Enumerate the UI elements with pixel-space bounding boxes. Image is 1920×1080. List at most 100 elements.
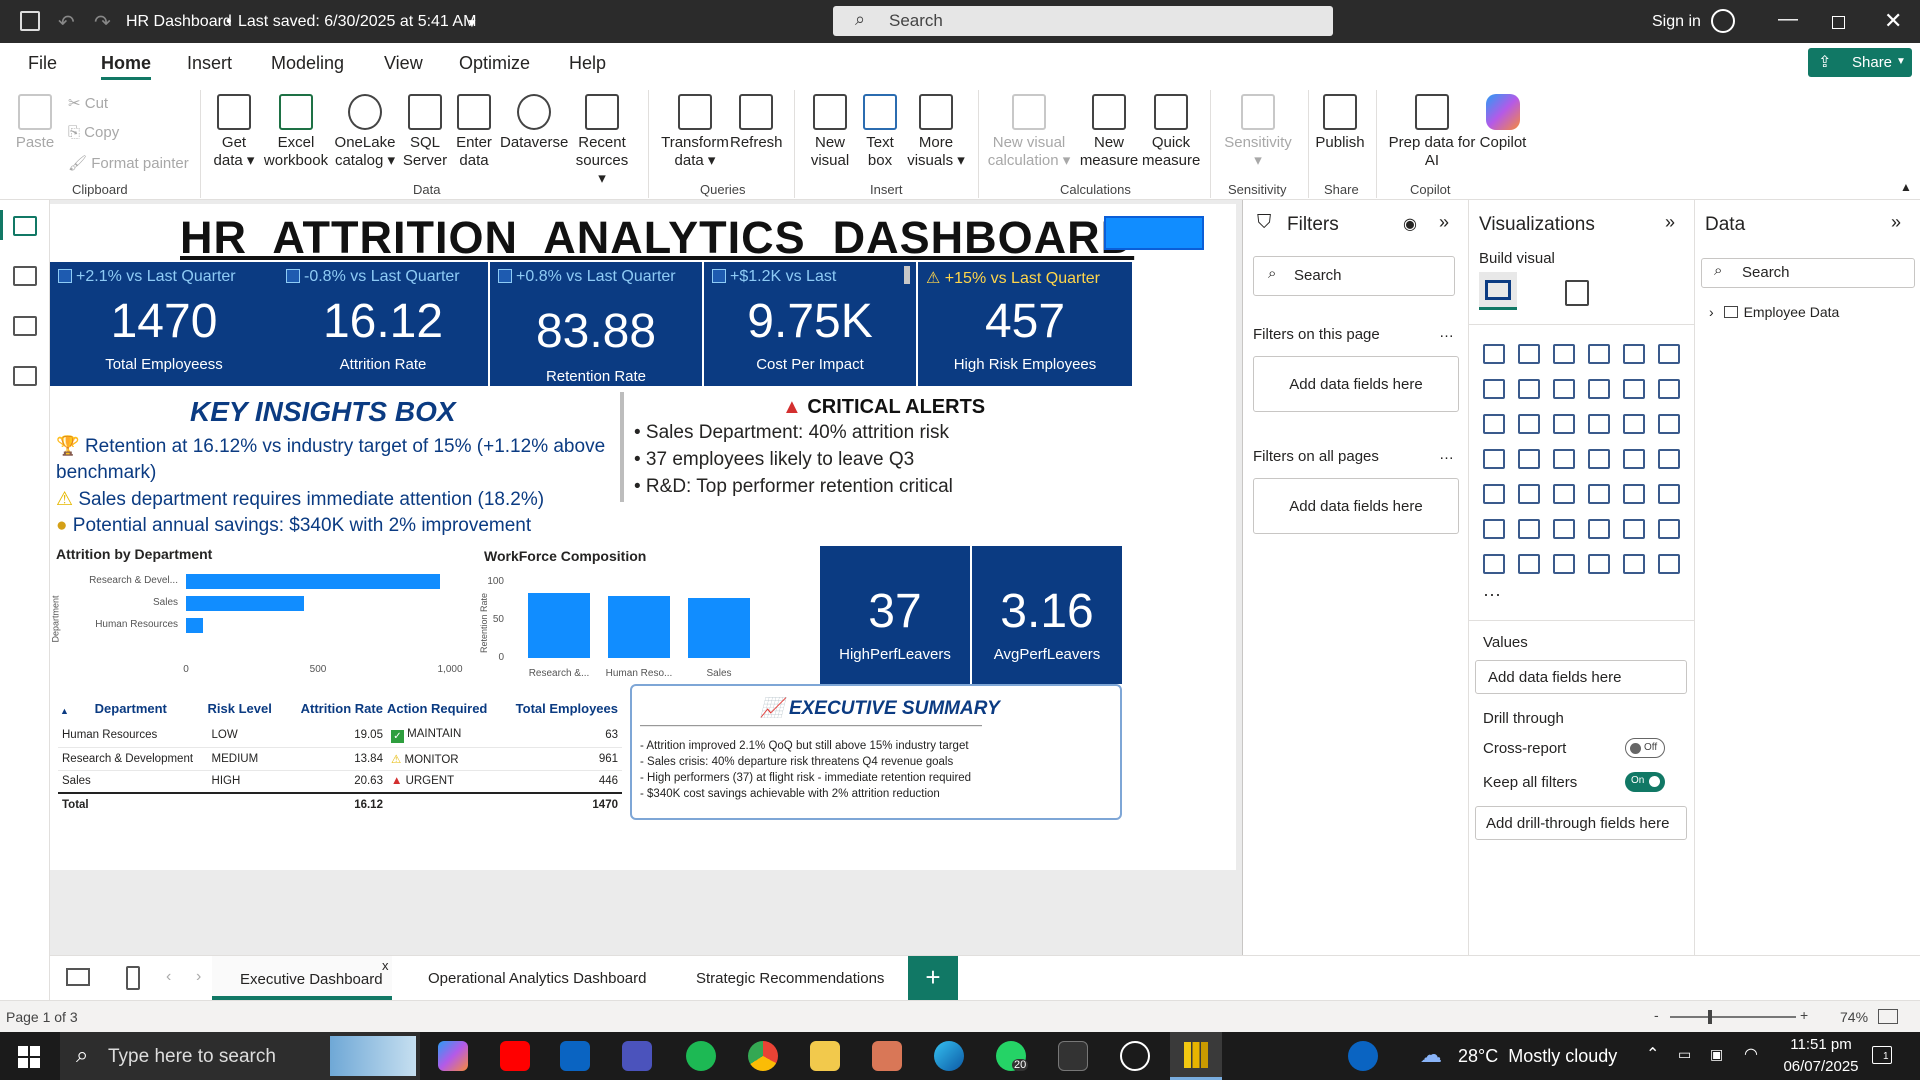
spotify-icon[interactable]: [686, 1041, 716, 1071]
card-visual-icon[interactable]: [1658, 449, 1680, 469]
zoom-in-icon[interactable]: +: [1800, 1007, 1809, 1023]
zoom-handle[interactable]: [1708, 1010, 1712, 1024]
clustered-bar-visual-icon[interactable]: [1553, 344, 1575, 364]
close-icon[interactable]: ✕: [1884, 8, 1903, 33]
area-visual-icon[interactable]: [1518, 379, 1540, 399]
donut-visual-icon[interactable]: [1658, 414, 1680, 434]
table-view-icon[interactable]: [13, 266, 37, 286]
slicer-visual-icon[interactable]: [1553, 484, 1575, 504]
close-icon[interactable]: x: [382, 958, 389, 973]
copy-button[interactable]: ⎘ Copy: [68, 124, 120, 141]
qa-visual-icon[interactable]: [1588, 519, 1610, 539]
battery-icon[interactable]: ▭: [1678, 1046, 1692, 1062]
more-visuals-button[interactable]: More visuals ▾: [904, 94, 968, 170]
table-visual-icon[interactable]: [1588, 484, 1610, 504]
scatter-visual-icon[interactable]: [1588, 414, 1610, 434]
text-box-button[interactable]: Text box: [858, 94, 902, 170]
tab-strategic-recommendations[interactable]: Strategic Recommendations: [696, 970, 885, 987]
new-visual-button[interactable]: New visual: [804, 94, 856, 170]
zoom-slider[interactable]: [1670, 1010, 1796, 1024]
cross-report-toggle[interactable]: Off: [1625, 738, 1665, 758]
collapse-pane-icon[interactable]: »: [1665, 212, 1676, 232]
kpi-attrition-rate[interactable]: -0.8% vs Last Quarter 16.12 Attrition Ra…: [278, 262, 488, 386]
filters-page-dropzone[interactable]: Add data fields here: [1253, 356, 1459, 412]
maximize-icon[interactable]: [1832, 16, 1845, 29]
notification-icon[interactable]: 1: [1872, 1046, 1892, 1064]
menu-home[interactable]: Home: [101, 53, 152, 80]
decomposition-visual-icon[interactable]: [1553, 519, 1575, 539]
line-column-visual-icon[interactable]: [1658, 379, 1680, 399]
smart-narrative-visual-icon[interactable]: [1623, 519, 1645, 539]
more-options-icon[interactable]: …: [1439, 324, 1454, 341]
undo-icon[interactable]: ↶: [58, 12, 75, 34]
format-painter-button[interactable]: 🖌 Format painter: [68, 155, 189, 172]
filled-map-visual-icon[interactable]: [1553, 449, 1575, 469]
kpi-cost-per-impact[interactable]: +$1.2K vs Last 9.75K Cost Per Impact: [704, 262, 916, 386]
youtube-icon[interactable]: [500, 1041, 530, 1071]
multi-row-card-visual-icon[interactable]: [1483, 484, 1505, 504]
gauge-visual-icon[interactable]: [1623, 449, 1645, 469]
cut-button[interactable]: ✂ Cut: [68, 95, 109, 112]
r-visual-visual-icon[interactable]: [1658, 484, 1680, 504]
windows-start-icon[interactable]: [18, 1046, 40, 1068]
pie-visual-icon[interactable]: [1623, 414, 1645, 434]
taskbar-search[interactable]: ⌕ Type here to search: [60, 1032, 420, 1080]
kpi-high-risk-employees[interactable]: ⚠ +15% vs Last Quarter 457 High Risk Emp…: [918, 262, 1132, 386]
mobile-layout-icon[interactable]: [126, 966, 140, 990]
filter-search-input[interactable]: ⌕ Search: [1253, 256, 1455, 296]
model-view-icon[interactable]: [13, 316, 37, 336]
save-icon[interactable]: [20, 11, 40, 31]
clock-time[interactable]: 11:51 pm: [1790, 1036, 1852, 1053]
last-saved[interactable]: Last saved: 6/30/2025 at 5:41 AM: [238, 13, 477, 30]
chevron-down-icon[interactable]: ▼: [466, 16, 478, 30]
collapse-pane-icon[interactable]: »: [1439, 212, 1450, 232]
table-row[interactable]: Human Resources LOW 19.05 ✓ MAINTAIN 63: [58, 724, 622, 748]
wifi-icon[interactable]: ◠: [1744, 1046, 1758, 1063]
data-table-item[interactable]: › Employee Data: [1709, 304, 1839, 320]
sort-ascending-icon[interactable]: ▲: [60, 706, 69, 716]
build-visual-tab-icon[interactable]: [1479, 272, 1517, 310]
collapse-pane-icon[interactable]: »: [1891, 212, 1902, 232]
menu-modeling[interactable]: Modeling: [271, 53, 345, 73]
dataverse-button[interactable]: Dataverse: [500, 94, 568, 152]
clock-date[interactable]: 06/07/2025: [1783, 1058, 1859, 1075]
redo-icon[interactable]: ↷: [94, 12, 111, 34]
new-visual-calculation-button[interactable]: New visual calculation ▾: [986, 94, 1072, 170]
sign-in-link[interactable]: Sign in: [1652, 13, 1701, 30]
kpi-retention-rate[interactable]: +0.8% vs Last Quarter 83.88 Retention Ra…: [490, 262, 702, 386]
report-view-icon[interactable]: [13, 216, 37, 236]
file-explorer-icon[interactable]: [810, 1041, 840, 1071]
refresh-button[interactable]: Refresh: [730, 94, 783, 152]
minimize-icon[interactable]: —: [1778, 8, 1798, 30]
camera-icon[interactable]: ▣: [1710, 1046, 1724, 1062]
add-page-button[interactable]: +: [908, 956, 958, 1000]
more-visuals-icon[interactable]: ···: [1483, 584, 1501, 604]
tab-executive-dashboard[interactable]: Executive Dashboard x: [212, 956, 392, 1000]
eye-icon[interactable]: ◉: [1403, 216, 1417, 233]
new-measure-button[interactable]: New measure: [1076, 94, 1142, 170]
whatsapp-icon[interactable]: 20: [996, 1041, 1029, 1071]
chrome-icon[interactable]: [748, 1041, 778, 1071]
copilot-button[interactable]: Copilot: [1474, 94, 1532, 152]
avg-perf-leavers-card[interactable]: 3.16 AvgPerfLeavers: [972, 546, 1122, 684]
col-header[interactable]: Department: [94, 700, 167, 716]
publish-button[interactable]: Publish: [1314, 94, 1366, 152]
dax-query-view-icon[interactable]: [13, 366, 37, 386]
drill-through-dropzone[interactable]: Add drill-through fields here: [1475, 806, 1687, 840]
more-b-visual-icon[interactable]: [1588, 554, 1610, 574]
avatar-icon[interactable]: [1711, 9, 1735, 33]
line-stacked-visual-icon[interactable]: [1483, 414, 1505, 434]
azure-map-visual-icon[interactable]: [1588, 449, 1610, 469]
menu-help[interactable]: Help: [569, 53, 607, 73]
more-d-visual-icon[interactable]: [1658, 554, 1680, 574]
menu-insert[interactable]: Insert: [187, 53, 233, 73]
funnel-visual-icon[interactable]: [1553, 414, 1575, 434]
sensitivity-button[interactable]: Sensitivity ▾: [1218, 94, 1298, 170]
stacked-column-visual-icon[interactable]: [1518, 344, 1540, 364]
kpi-scrollbar[interactable]: [904, 266, 910, 284]
keep-all-filters-toggle[interactable]: On: [1625, 772, 1665, 792]
col-header[interactable]: Attrition Rate: [300, 700, 383, 716]
share-button[interactable]: ⇪ Share ▼: [1808, 48, 1912, 77]
quick-measure-button[interactable]: Quick measure: [1142, 94, 1200, 170]
col-header[interactable]: Risk Level: [207, 700, 272, 716]
